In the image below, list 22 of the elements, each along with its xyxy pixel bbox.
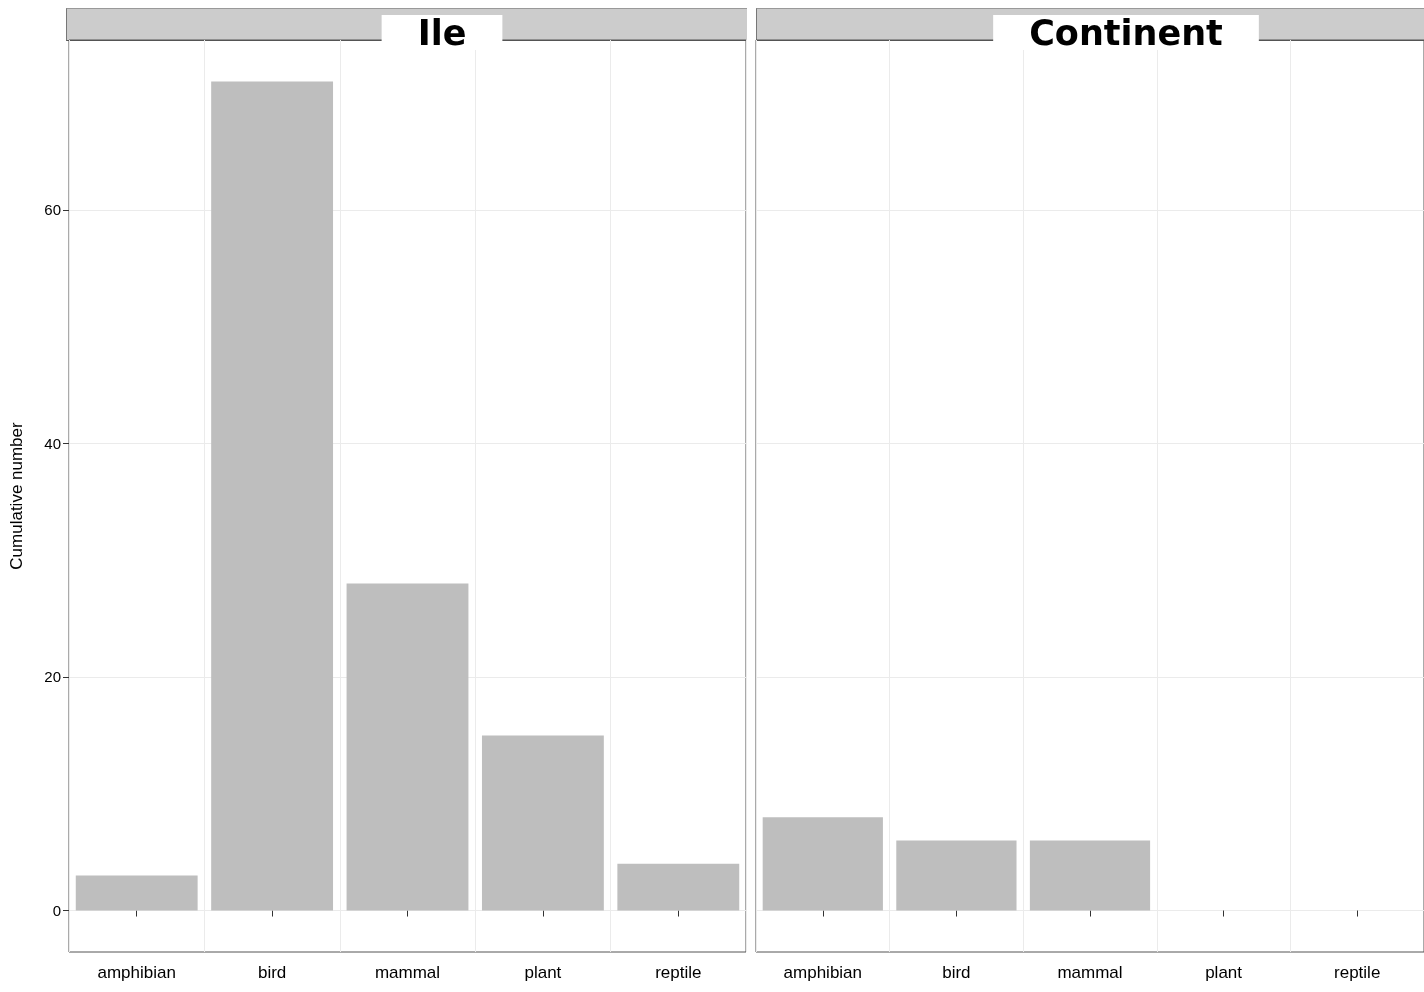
bar [346, 583, 469, 911]
y-tick-label: 0 [52, 902, 61, 920]
x-tick-label: plant [1205, 963, 1243, 982]
bar [617, 863, 740, 911]
x-tick-label: mammal [1057, 963, 1123, 982]
chart-title: Continent [1029, 12, 1223, 53]
x-tick-label: reptile [655, 963, 702, 982]
x-tick-label: bird [257, 963, 287, 982]
bar [211, 81, 334, 911]
y-tick-label: 60 [44, 201, 61, 219]
x-tick-label: amphibian [97, 963, 176, 982]
x-tick-label: plant [524, 963, 562, 982]
x-tick-label: reptile [1334, 963, 1381, 982]
x-tick-label: amphibian [783, 963, 863, 982]
bar [75, 875, 198, 911]
x-tick-label: bird [942, 963, 971, 982]
x-tick-label: mammal [374, 963, 441, 982]
bar [481, 735, 604, 911]
chart-title: Ile [417, 12, 467, 53]
y-tick-label: 20 [44, 668, 61, 686]
y-axis-title: Cumulative number [7, 421, 26, 570]
y-tick-label: 40 [44, 434, 61, 452]
